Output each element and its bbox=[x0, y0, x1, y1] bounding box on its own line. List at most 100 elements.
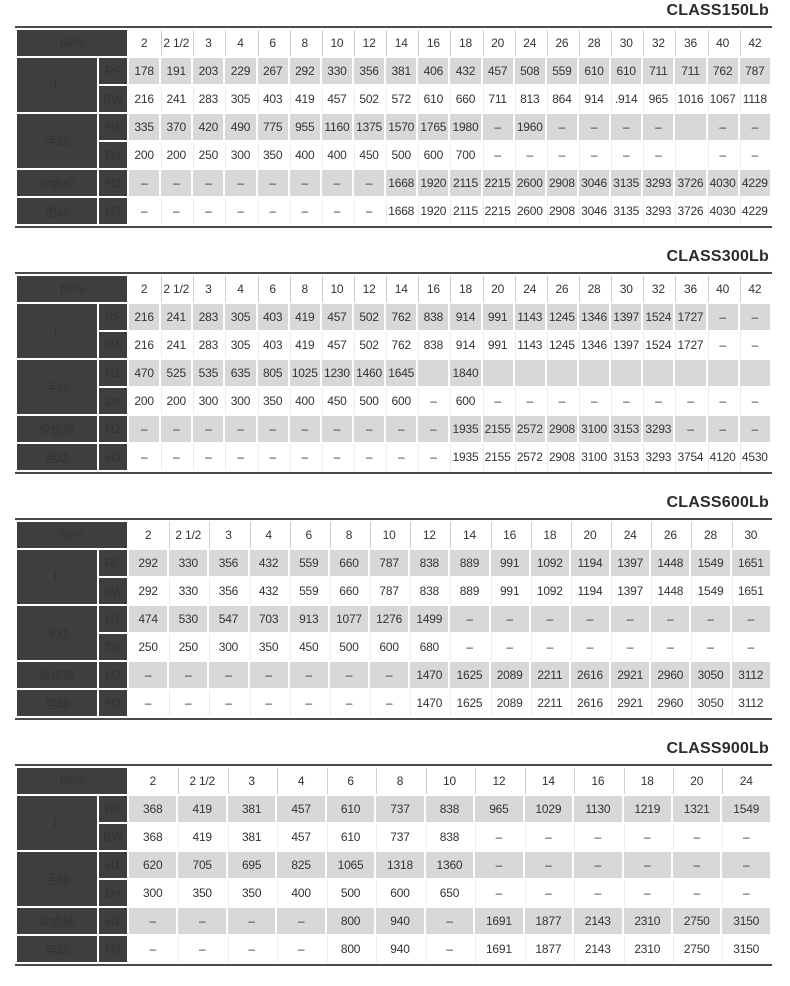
table-title: CLASS600Lb bbox=[666, 494, 769, 511]
value-cell: 356 bbox=[209, 578, 248, 604]
value-cell: 335 bbox=[129, 114, 160, 140]
value-cell: 1016 bbox=[675, 86, 706, 112]
value-cell: 3726 bbox=[675, 170, 706, 196]
value-cell: 1067 bbox=[707, 86, 738, 112]
value-cell: – bbox=[193, 416, 224, 442]
table-row: BW 216 241 283 305 403 419 457 502 762 838 914 991 11… bbox=[17, 332, 770, 358]
value-cell: – bbox=[129, 936, 177, 962]
value-cell: 1065 bbox=[326, 852, 375, 878]
value-cell: – bbox=[578, 142, 610, 168]
value-cell: 1397 bbox=[611, 578, 650, 604]
row-code-label: H1 bbox=[99, 114, 128, 140]
value-cell: – bbox=[475, 880, 523, 906]
value-cell: 711 bbox=[482, 86, 513, 112]
value-cell: 1448 bbox=[651, 550, 690, 576]
value-cell: 500 bbox=[354, 388, 385, 414]
value-cell: 419 bbox=[289, 304, 320, 330]
value-cell: – bbox=[289, 198, 320, 224]
row-code-label: Do bbox=[99, 634, 128, 660]
value-cell: – bbox=[673, 852, 721, 878]
value-cell: 2908 bbox=[546, 416, 577, 442]
value-cell: 500 bbox=[386, 142, 417, 168]
dimension-tables: CLASS150Lb NPS 2 2 1/2 3 4 6 8 10 12 14 16 18 20 24 26 2… bbox=[15, 2, 790, 966]
row-code-label: H2 bbox=[99, 662, 128, 688]
value-cell: 914 bbox=[450, 332, 481, 358]
value-cell: 889 bbox=[450, 578, 489, 604]
value-cell: – bbox=[178, 936, 226, 962]
value-cell: – bbox=[129, 170, 160, 196]
value-cell: 600 bbox=[370, 634, 409, 660]
value-cell: – bbox=[289, 416, 320, 442]
value-cell: 1668 bbox=[386, 170, 417, 196]
value-cell: 241 bbox=[161, 332, 192, 358]
nps-column-header: 32 bbox=[643, 30, 674, 56]
value-cell: – bbox=[289, 690, 328, 716]
value-cell: 203 bbox=[193, 58, 224, 84]
value-cell: 250 bbox=[129, 634, 168, 660]
nps-column-header: 24 bbox=[514, 30, 545, 56]
value-cell: 2908 bbox=[546, 198, 577, 224]
row-code-label: BW bbox=[99, 824, 128, 850]
value-cell: 3046 bbox=[578, 198, 610, 224]
value-cell: – bbox=[739, 114, 770, 140]
value-cell: 2155 bbox=[482, 416, 513, 442]
nps-column-header: 6 bbox=[257, 30, 288, 56]
nps-header-cell: NPS bbox=[17, 30, 128, 56]
nps-column-header: 28 bbox=[578, 30, 610, 56]
value-cell: 1143 bbox=[514, 304, 545, 330]
value-cell: – bbox=[329, 690, 369, 716]
value-cell: 419 bbox=[289, 86, 320, 112]
value-cell: 2115 bbox=[450, 198, 481, 224]
value-cell: – bbox=[574, 824, 622, 850]
value-cell: 3112 bbox=[731, 690, 770, 716]
value-cell: – bbox=[514, 142, 545, 168]
value-cell: 3293 bbox=[643, 198, 674, 224]
table-row: Do 250 250 300 350 450 500 600 680– – – – – – – – bbox=[17, 634, 770, 660]
value-cell: 1346 bbox=[578, 304, 610, 330]
value-cell: – bbox=[354, 444, 385, 470]
value-cell: – bbox=[482, 114, 513, 140]
table-row: Do 200 200 300 300 350 400 450 500 600–600– – – – – – –… bbox=[17, 388, 770, 414]
value-cell bbox=[514, 360, 545, 386]
value-cell: 1397 bbox=[611, 304, 642, 330]
value-cell: 914 bbox=[578, 86, 610, 112]
value-cell: – bbox=[249, 690, 288, 716]
nps-column-header: 26 bbox=[546, 30, 577, 56]
value-cell: – bbox=[386, 444, 417, 470]
nps-column-header: 4 bbox=[277, 768, 325, 794]
value-cell: 457 bbox=[321, 332, 352, 358]
value-cell: 292 bbox=[129, 550, 168, 576]
value-cell: 650 bbox=[425, 880, 474, 906]
nps-column-header: 18 bbox=[450, 276, 481, 302]
value-cell: 2750 bbox=[673, 936, 721, 962]
value-cell: 2215 bbox=[482, 198, 513, 224]
value-cell: – bbox=[611, 114, 642, 140]
value-cell: 1935 bbox=[450, 444, 481, 470]
value-cell: 2600 bbox=[514, 170, 545, 196]
value-cell: 838 bbox=[410, 550, 449, 576]
value-cell: – bbox=[707, 416, 738, 442]
value-cell: 1029 bbox=[524, 796, 573, 822]
value-cell: 635 bbox=[225, 360, 256, 386]
value-cell: – bbox=[193, 170, 224, 196]
row-group-label: 手动 bbox=[17, 606, 97, 660]
value-cell: 530 bbox=[169, 606, 208, 632]
nps-column-header: 28 bbox=[691, 522, 730, 548]
value-cell: 400 bbox=[289, 388, 320, 414]
nps-column-header: 6 bbox=[326, 768, 375, 794]
value-cell: 1935 bbox=[450, 416, 481, 442]
value-cell: 1651 bbox=[731, 578, 770, 604]
nps-column-header: 42 bbox=[739, 276, 770, 302]
value-cell: – bbox=[354, 416, 385, 442]
row-group-label: L bbox=[17, 304, 97, 358]
class-table-section: CLASS600Lb NPS 2 2 1/2 3 4 6 8 10 12 14 16 18 20 24 26 2… bbox=[15, 494, 790, 720]
value-cell: 1524 bbox=[643, 304, 674, 330]
value-cell: 680 bbox=[410, 634, 449, 660]
value-cell: – bbox=[169, 690, 208, 716]
value-cell: 250 bbox=[169, 634, 208, 660]
table-row: 伞齿轮 H2– – – – – – – –1668 1920 2115 2215 2600 2908 304… bbox=[17, 170, 770, 196]
value-cell: 1549 bbox=[691, 550, 730, 576]
value-cell: 2310 bbox=[623, 908, 671, 934]
nps-column-header: 10 bbox=[425, 768, 474, 794]
value-cell: – bbox=[739, 416, 770, 442]
